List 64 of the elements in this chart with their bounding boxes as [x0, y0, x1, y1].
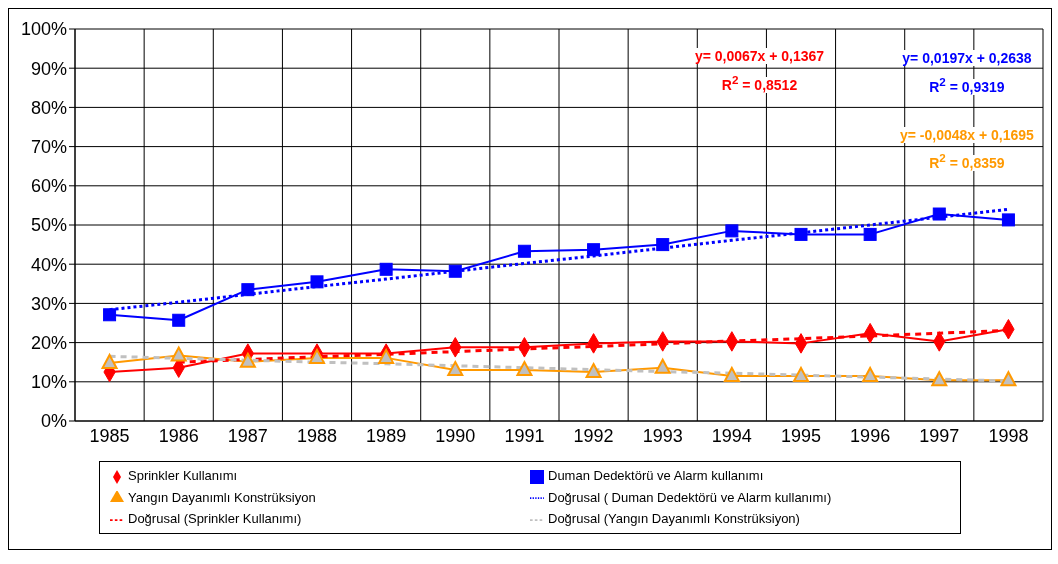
- y-tick-label: 20%: [30, 332, 67, 353]
- legend-label: Doğrusal (Sprinkler Kullanımı): [128, 511, 302, 527]
- legend-label: Duman Dedektörü ve Alarm kullanımı: [548, 468, 764, 483]
- x-tick-label: 1994: [711, 425, 752, 446]
- point: [931, 371, 948, 387]
- point: [793, 366, 809, 382]
- legend-label: Yangın Dayanımlı Konstrüksiyon: [128, 489, 316, 505]
- point: [587, 243, 601, 257]
- annotation: R$^{2}$ = 0,8359: [929, 151, 1005, 172]
- point: [794, 227, 808, 241]
- x-tick-label: 1995: [780, 425, 822, 446]
- y-tick-label: 10%: [30, 372, 67, 393]
- point: [309, 348, 325, 364]
- legend-label: Sprinkler Kullanımı: [128, 468, 238, 483]
- point: [239, 352, 256, 368]
- point: [516, 361, 533, 377]
- x-tick-label: 1985: [89, 425, 130, 446]
- annotation: R$^{2}$ = 0,9319: [929, 74, 1005, 95]
- x-tick-label: 1989: [366, 425, 407, 446]
- point: [103, 308, 117, 322]
- point: [656, 238, 670, 252]
- x-tick-label: 1993: [642, 425, 683, 446]
- y-tick-label: 60%: [30, 176, 67, 197]
- point: [517, 244, 531, 258]
- point: [310, 275, 324, 289]
- point: [448, 264, 462, 278]
- y-tick-label: 90%: [30, 58, 67, 79]
- point: [379, 262, 393, 276]
- point: [378, 348, 395, 364]
- point: [241, 283, 255, 297]
- point: [170, 346, 187, 362]
- point: [585, 363, 602, 378]
- y-tick-label: 100%: [20, 19, 67, 40]
- x-tick-label: 1988: [296, 425, 338, 446]
- point: [172, 313, 186, 327]
- y-tick-label: 70%: [30, 136, 67, 157]
- y-tick-label: 50%: [30, 215, 67, 236]
- annotation: y= 0,0197x + 0,2638: [902, 50, 1032, 67]
- annotation: y= -0,0048x + 0,1695: [899, 126, 1034, 143]
- x-tick-label: 1992: [573, 425, 614, 446]
- x-tick-label: 1987: [227, 425, 268, 446]
- point: [1001, 213, 1015, 227]
- legend-label: Doğrusal ( Duman Dedektörü ve Alarm kullanımı): [548, 489, 832, 505]
- point: [932, 207, 946, 221]
- point: [863, 227, 877, 241]
- x-tick-label: 1991: [504, 425, 545, 446]
- x-tick-label: 1997: [919, 425, 960, 446]
- x-tick-label: 1986: [158, 425, 199, 446]
- annotation: y= 0,0067x + 0,1367: [694, 48, 825, 65]
- annotation: R$^{2}$ = 0,8512: [721, 72, 798, 93]
- y-tick-label: 30%: [30, 293, 67, 314]
- point: [725, 224, 739, 238]
- point: [1000, 371, 1017, 387]
- y-tick-label: 40%: [30, 254, 67, 275]
- point: [101, 353, 118, 369]
- point: [447, 361, 464, 377]
- x-tick-label: 1996: [850, 425, 891, 446]
- y-tick-label: 80%: [30, 97, 67, 118]
- point: [723, 366, 740, 382]
- y-tick-label: 0%: [40, 411, 67, 432]
- legend-label: Doğrusal (Yangın Dayanımlı Konstrüksiyon): [548, 511, 800, 527]
- x-tick-label: 1990: [435, 425, 476, 446]
- point: [654, 358, 671, 374]
- x-tick-label: 1998: [988, 425, 1029, 446]
